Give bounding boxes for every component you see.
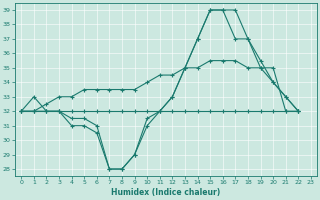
X-axis label: Humidex (Indice chaleur): Humidex (Indice chaleur) bbox=[111, 188, 221, 197]
